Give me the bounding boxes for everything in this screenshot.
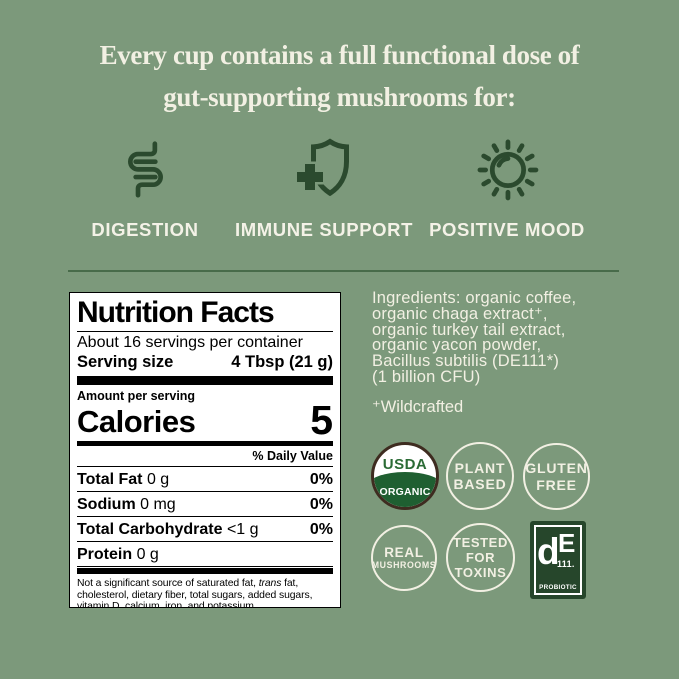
amount-per-serving: Amount per serving	[77, 389, 196, 403]
benefit-label-positive-mood: POSITIVE MOOD	[429, 219, 585, 240]
badge-line: FREE	[536, 476, 577, 493]
nutrient-name: Total Fat	[77, 470, 143, 488]
nutrition-facts-panel: Nutrition Facts About 16 servings per co…	[69, 292, 341, 608]
footnote-text: fat, cholesterol, dietary fiber, total s…	[77, 578, 313, 608]
nutrition-title: Nutrition Facts	[77, 296, 275, 329]
headline: Every cup contains a full functional dos…	[0, 34, 679, 118]
footnote-text: Not a significant source of saturated fa…	[77, 578, 259, 589]
benefit-positive-mood: POSITIVE MOOD	[416, 131, 598, 241]
de111-frame	[534, 525, 582, 595]
badge-line: REAL	[384, 545, 424, 560]
badge-line: GLUTEN	[525, 460, 588, 476]
shield-plus-icon	[233, 131, 415, 207]
intestine-icon	[54, 131, 236, 207]
nutrient-dv: 0%	[309, 495, 333, 513]
nutrient-amount: 0 g	[136, 545, 159, 563]
footnote-trans: trans	[258, 578, 282, 589]
serving-size-value: 4 Tbsp (21 g)	[231, 353, 333, 371]
rule	[77, 331, 333, 332]
tested-for-toxins-badge: TESTED FOR TOXINS	[446, 523, 515, 592]
ingredients-line: organic chaga extract⁺,	[372, 304, 548, 323]
ingredients-line: Bacillus subtilis (DE111*)	[372, 352, 560, 371]
nutrient-amount: <1 g	[226, 520, 259, 538]
badge-line: TESTED	[453, 535, 508, 550]
nutrient-amount: 0 g	[146, 470, 170, 488]
medium-bar	[77, 441, 333, 446]
servings-per-container: About 16 servings per container	[77, 334, 303, 351]
usda-organic-seal: USDA ORGANIC	[371, 442, 439, 510]
badge-line: FOR	[465, 550, 496, 565]
badge-line: TOXINS	[454, 565, 507, 580]
thick-bar	[77, 376, 333, 385]
serving-size-row: Serving size 4 Tbsp (21 g)	[77, 352, 333, 372]
de111-letter-e: E	[558, 528, 576, 558]
calories-value: 5	[310, 397, 333, 443]
plant-based-badge: PLANT BASED	[446, 442, 514, 510]
badge-line: PLANT	[454, 459, 506, 476]
benefit-label-digestion: DIGESTION	[91, 219, 199, 240]
nutrient-row-total-fat: Total Fat 0 g 0%	[77, 467, 333, 492]
ingredients-line: organic turkey tail extract,	[372, 320, 566, 339]
ingredients-list: Ingredients: organic coffee, organic cha…	[372, 289, 622, 386]
nutrient-dv: 0%	[309, 520, 333, 538]
badge-line: BASED	[453, 476, 507, 492]
thick-bar	[77, 568, 333, 574]
ingredients-line: Ingredients: organic coffee,	[372, 289, 577, 307]
benefit-digestion: DIGESTION	[54, 131, 236, 241]
de111-probiotic-text: PROBIOTIC	[539, 584, 577, 591]
section-divider	[68, 270, 619, 272]
nutrition-footnote: Not a significant source of saturated fa…	[77, 578, 333, 608]
nutrient-name: Sodium	[77, 495, 136, 513]
benefit-label-immune-support: IMMUNE SUPPORT	[235, 219, 413, 240]
sun-icon	[416, 131, 598, 207]
ingredients-line: organic yacon powder,	[372, 336, 542, 355]
headline-line2: gut-supporting mushrooms for:	[163, 82, 516, 112]
calories-label: Calories	[77, 404, 196, 439]
nutrient-row-carbohydrate: Total Carbohydrate <1 g 0%	[77, 517, 333, 542]
badge-line: MUSHROOMS	[371, 560, 437, 570]
calories-row: Calories 5	[77, 397, 333, 443]
ingredients-line: (1 billion CFU)	[372, 367, 481, 386]
nutrient-dv: 0%	[309, 470, 333, 488]
nutrient-row-protein: Protein 0 g	[77, 542, 333, 567]
de111-number: 111.	[557, 559, 575, 569]
headline-line1: Every cup contains a full functional dos…	[99, 40, 580, 70]
nutrient-amount: 0 mg	[140, 495, 176, 513]
usda-seal-bottom-text: ORGANIC	[379, 486, 431, 498]
gluten-free-badge: GLUTEN FREE	[523, 443, 590, 510]
nutrient-name: Protein	[77, 545, 133, 563]
daily-value-header: % Daily Value	[77, 446, 333, 467]
nutrient-name: Total Carbohydrate	[77, 520, 223, 538]
wildcrafted-footnote: ⁺Wildcrafted	[372, 398, 464, 416]
usda-seal-field	[374, 472, 436, 507]
de111-probiotic-logo: d E 111. PROBIOTIC	[530, 521, 586, 599]
de111-letter-d: d	[537, 531, 560, 572]
usda-seal-top-text: USDA	[382, 456, 428, 473]
real-mushrooms-badge: REAL MUSHROOMS	[371, 525, 437, 591]
nutrient-row-sodium: Sodium 0 mg 0%	[77, 492, 333, 517]
benefit-immune-support: IMMUNE SUPPORT	[233, 131, 415, 241]
serving-size-label: Serving size	[77, 353, 174, 371]
